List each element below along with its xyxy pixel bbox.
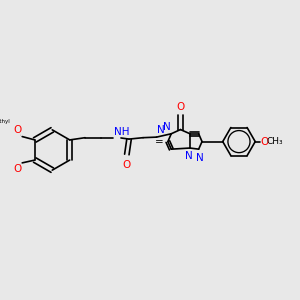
- Text: =: =: [155, 136, 164, 147]
- Text: Ethyl: Ethyl: [0, 119, 10, 124]
- Text: O: O: [260, 136, 269, 147]
- Text: O: O: [122, 160, 130, 170]
- Text: N: N: [196, 152, 204, 163]
- Text: O: O: [14, 164, 22, 174]
- Text: NH: NH: [114, 127, 129, 137]
- Text: N: N: [185, 152, 193, 161]
- Text: O: O: [176, 102, 184, 112]
- Text: CH₃: CH₃: [267, 137, 283, 146]
- Text: O: O: [14, 125, 22, 135]
- Text: N: N: [157, 125, 164, 135]
- Text: N: N: [163, 122, 170, 131]
